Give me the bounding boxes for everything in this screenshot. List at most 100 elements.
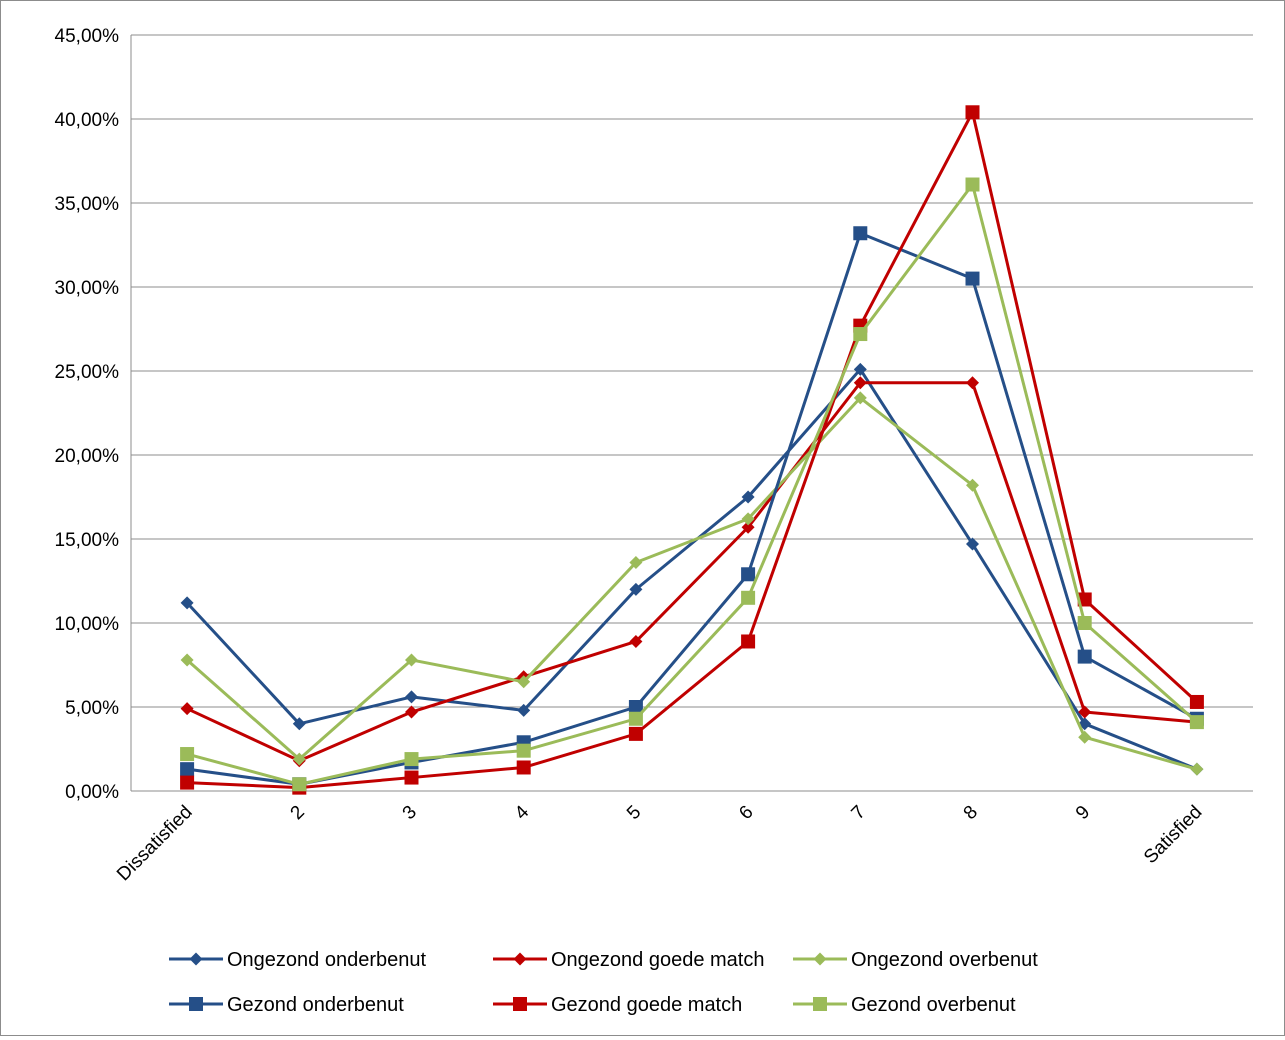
data-point — [1077, 649, 1092, 664]
data-point — [629, 582, 643, 596]
data-point — [517, 675, 531, 689]
x-tick-label: 4 — [511, 801, 534, 824]
series-line — [186, 396, 1198, 771]
data-point — [292, 777, 307, 792]
x-tick-label: 6 — [735, 802, 757, 824]
y-tick-label: 15,00% — [55, 530, 120, 551]
data-point — [628, 726, 643, 741]
data-point — [853, 376, 867, 390]
series-6 — [180, 177, 1204, 792]
x-axis-ticks: Dissatisfied 2 3 4 5 6 7 8 9 Satisfied — [113, 801, 1206, 885]
y-tick-label: 25,00% — [55, 362, 120, 383]
y-tick-label: 35,00% — [55, 194, 120, 215]
x-tick-label: 5 — [623, 802, 645, 824]
data-point — [404, 770, 419, 785]
data-point — [966, 537, 979, 551]
legend-marker — [513, 997, 527, 1011]
data-point — [965, 105, 980, 120]
data-point — [1077, 616, 1092, 630]
data-point — [853, 362, 867, 376]
data-point — [965, 177, 980, 192]
legend: Ongezond onderbenut Ongezond goede match O… — [169, 949, 1038, 1016]
legend-item: Ongezond onderbenut — [169, 949, 426, 971]
legend-item: Ongezond goede match — [493, 949, 765, 971]
legend-marker — [189, 952, 203, 966]
series-line — [186, 381, 1198, 763]
legend-label: Ongezond overbenut — [851, 949, 1038, 971]
x-tick-label: 8 — [960, 802, 982, 824]
data-point — [628, 700, 643, 714]
legend-marker — [513, 952, 527, 966]
data-point — [741, 520, 755, 534]
legend-item: Gezond goede match — [493, 994, 742, 1016]
data-point — [405, 705, 418, 719]
legend-label: Ongezond goede match — [551, 949, 765, 971]
series-line — [186, 231, 1198, 786]
series-3 — [180, 391, 1204, 776]
data-point — [853, 327, 868, 342]
x-tick-label: 7 — [848, 802, 870, 824]
data-point — [517, 703, 531, 717]
legend-item: Ongezond overbenut — [793, 949, 1038, 971]
data-point — [1189, 715, 1204, 730]
data-point — [628, 711, 643, 726]
data-point — [741, 590, 756, 605]
data-point — [1078, 730, 1092, 744]
series-line — [186, 183, 1198, 786]
x-tick-label: Dissatisfied — [113, 802, 197, 886]
data-series — [180, 105, 1204, 795]
data-point — [741, 512, 755, 526]
data-point — [1078, 705, 1092, 719]
legend-item: Gezond onderbenut — [169, 994, 404, 1016]
data-point — [966, 478, 979, 492]
data-point — [180, 653, 194, 667]
series-2 — [180, 376, 1204, 768]
y-tick-label: 0,00% — [65, 782, 119, 803]
data-point — [405, 690, 418, 704]
legend-marker — [189, 997, 203, 1011]
gridlines — [130, 34, 1253, 792]
data-point — [1077, 592, 1092, 607]
series-5 — [180, 105, 1204, 795]
data-point — [516, 760, 531, 775]
data-point — [629, 634, 643, 648]
data-point — [404, 752, 419, 767]
data-point — [180, 596, 194, 610]
y-tick-label: 10,00% — [55, 614, 120, 635]
data-point — [853, 226, 868, 241]
data-point — [180, 762, 195, 777]
y-axis-ticks: 0,00% 5,00% 10,00% 15,00% 20,00% 25,00% 30,00%… — [55, 26, 120, 803]
data-point — [1190, 762, 1204, 776]
y-tick-label: 20,00% — [55, 446, 120, 467]
series-line — [187, 110, 1198, 790]
legend-item: Gezond overbenut — [793, 994, 1016, 1016]
data-point — [292, 717, 306, 731]
data-point — [292, 752, 306, 766]
data-point — [1189, 694, 1204, 709]
legend-label: Gezond onderbenut — [227, 994, 404, 1016]
data-point — [741, 490, 755, 504]
y-tick-label: 30,00% — [55, 278, 120, 299]
y-tick-label: 45,00% — [55, 26, 120, 47]
data-point — [853, 391, 867, 405]
data-point — [516, 743, 531, 758]
data-point — [405, 653, 418, 667]
legend-label: Gezond goede match — [551, 994, 742, 1016]
data-point — [180, 747, 195, 762]
x-tick-label: 3 — [399, 802, 421, 824]
legend-label: Gezond overbenut — [851, 994, 1016, 1016]
x-tick-label: Satisfied — [1140, 802, 1206, 868]
y-tick-label: 40,00% — [55, 110, 120, 131]
data-point — [966, 376, 979, 390]
data-point — [180, 702, 194, 716]
data-point — [629, 556, 643, 570]
legend-label: Ongezond onderbenut — [227, 949, 426, 971]
data-point — [741, 634, 756, 649]
legend-marker — [813, 952, 827, 966]
data-point — [741, 567, 756, 582]
x-tick-label: 9 — [1072, 802, 1094, 824]
legend-marker — [813, 997, 827, 1011]
y-tick-label: 5,00% — [65, 698, 119, 719]
